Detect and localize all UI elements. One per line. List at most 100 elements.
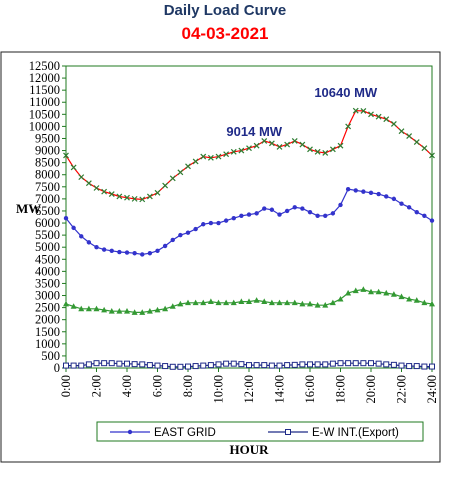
data-point-red-total xyxy=(352,107,359,114)
x-tick-label: 18:00 xyxy=(334,375,348,403)
data-point-east-grid xyxy=(300,206,305,211)
data-point-green-total xyxy=(238,298,245,304)
data-point-ew-export xyxy=(261,362,268,369)
data-point-green-total xyxy=(215,299,222,306)
data-point-green-total xyxy=(108,308,115,314)
data-point-east-grid xyxy=(162,243,168,249)
data-point-red-total xyxy=(268,140,275,147)
data-point-red-total xyxy=(383,116,390,123)
data-point-red-total xyxy=(207,154,214,161)
y-tick-label: 7500 xyxy=(35,180,60,194)
data-point-east-grid xyxy=(406,205,412,210)
data-point-red-total xyxy=(246,145,252,152)
data-point-green-total xyxy=(368,288,374,295)
data-point-east-grid xyxy=(94,245,99,250)
data-point-red-total xyxy=(360,108,367,114)
data-point-ew-export xyxy=(299,361,306,368)
data-point-east-grid xyxy=(208,220,214,226)
data-point-ew-export xyxy=(398,362,405,369)
y-tick-label: 500 xyxy=(41,349,60,363)
data-point-green-total xyxy=(421,299,428,306)
x-tick-label: 24:00 xyxy=(425,375,439,403)
data-point-east-grid xyxy=(239,213,244,218)
data-point-red-total xyxy=(169,175,176,182)
data-point-ew-export xyxy=(146,362,153,369)
data-point-red-total xyxy=(398,128,405,135)
data-point-ew-export xyxy=(253,362,260,369)
data-point-green-total xyxy=(398,293,405,300)
y-tick-label: 6000 xyxy=(35,216,60,230)
x-tick-label: 20:00 xyxy=(364,375,378,403)
data-point-red-total xyxy=(329,146,336,153)
data-point-east-grid xyxy=(292,205,297,210)
data-point-red-total xyxy=(215,153,222,160)
data-point-east-grid xyxy=(86,240,92,245)
data-point-ew-export xyxy=(223,360,230,367)
x-tick-label: 14:00 xyxy=(273,375,287,403)
series-green-total xyxy=(63,286,435,315)
data-point-red-total xyxy=(291,137,298,144)
legend: EAST GRID E-W INT.(Export) xyxy=(96,421,424,442)
data-point-red-total xyxy=(337,142,344,149)
data-point-green-total xyxy=(383,289,390,296)
data-point-red-total xyxy=(307,146,313,153)
data-point-green-total xyxy=(337,295,344,302)
data-point-east-grid xyxy=(429,218,435,223)
data-point-east-grid xyxy=(71,225,76,231)
data-point-red-total xyxy=(70,164,77,171)
peak-annotation: 10640 MW xyxy=(314,85,378,100)
data-point-red-total xyxy=(253,142,260,149)
data-point-green-total xyxy=(291,299,298,306)
data-point-ew-export xyxy=(93,360,100,367)
data-point-ew-export xyxy=(101,360,108,367)
data-point-east-grid xyxy=(193,226,198,232)
y-tick-label: 2000 xyxy=(35,313,60,327)
data-point-green-total xyxy=(177,300,184,307)
data-point-east-grid xyxy=(368,190,374,196)
data-point-east-grid xyxy=(155,248,160,254)
data-point-ew-export xyxy=(345,360,352,367)
data-point-green-total xyxy=(93,305,100,312)
series-east-grid xyxy=(63,187,435,257)
data-point-green-total xyxy=(299,300,306,307)
x-tick-label: 22:00 xyxy=(395,375,409,403)
data-point-red-total xyxy=(131,195,138,202)
data-point-red-total xyxy=(390,121,397,127)
data-point-east-grid xyxy=(254,211,259,216)
data-point-east-grid xyxy=(140,252,145,257)
data-point-east-grid xyxy=(353,188,358,193)
data-point-green-total xyxy=(284,299,291,306)
y-tick-label: 8000 xyxy=(35,168,60,182)
data-point-green-total xyxy=(223,299,230,306)
chart-title: Daily Load Curve xyxy=(163,2,287,19)
data-point-east-grid xyxy=(201,222,206,227)
data-point-east-grid xyxy=(63,216,69,221)
data-point-east-grid xyxy=(223,218,229,223)
data-point-ew-export xyxy=(238,361,245,368)
data-point-red-total xyxy=(238,147,245,154)
data-point-green-total xyxy=(390,291,397,297)
data-point-green-total xyxy=(154,306,161,313)
x-tick-label: 2:00 xyxy=(90,375,104,397)
data-point-green-total xyxy=(314,301,321,308)
data-point-east-grid xyxy=(185,230,191,235)
data-point-ew-export xyxy=(383,361,390,368)
y-tick-label: 11500 xyxy=(29,83,60,97)
data-point-east-grid xyxy=(422,213,427,218)
data-point-east-grid xyxy=(414,209,419,215)
plot-area xyxy=(65,65,433,369)
data-point-red-total xyxy=(124,194,130,201)
data-point-east-grid xyxy=(117,249,122,255)
y-tick-label: 11000 xyxy=(29,95,60,109)
data-point-east-grid xyxy=(384,194,389,199)
data-point-red-total xyxy=(85,180,92,187)
data-point-green-total xyxy=(192,299,199,306)
data-point-east-grid xyxy=(345,187,351,192)
data-point-green-total xyxy=(253,297,260,303)
data-point-east-grid xyxy=(231,216,236,221)
data-point-ew-export xyxy=(307,361,313,368)
peak-annotations: 9014 MW 10640 MW xyxy=(226,85,377,139)
data-point-green-total xyxy=(185,299,191,306)
data-point-ew-export xyxy=(329,360,336,367)
